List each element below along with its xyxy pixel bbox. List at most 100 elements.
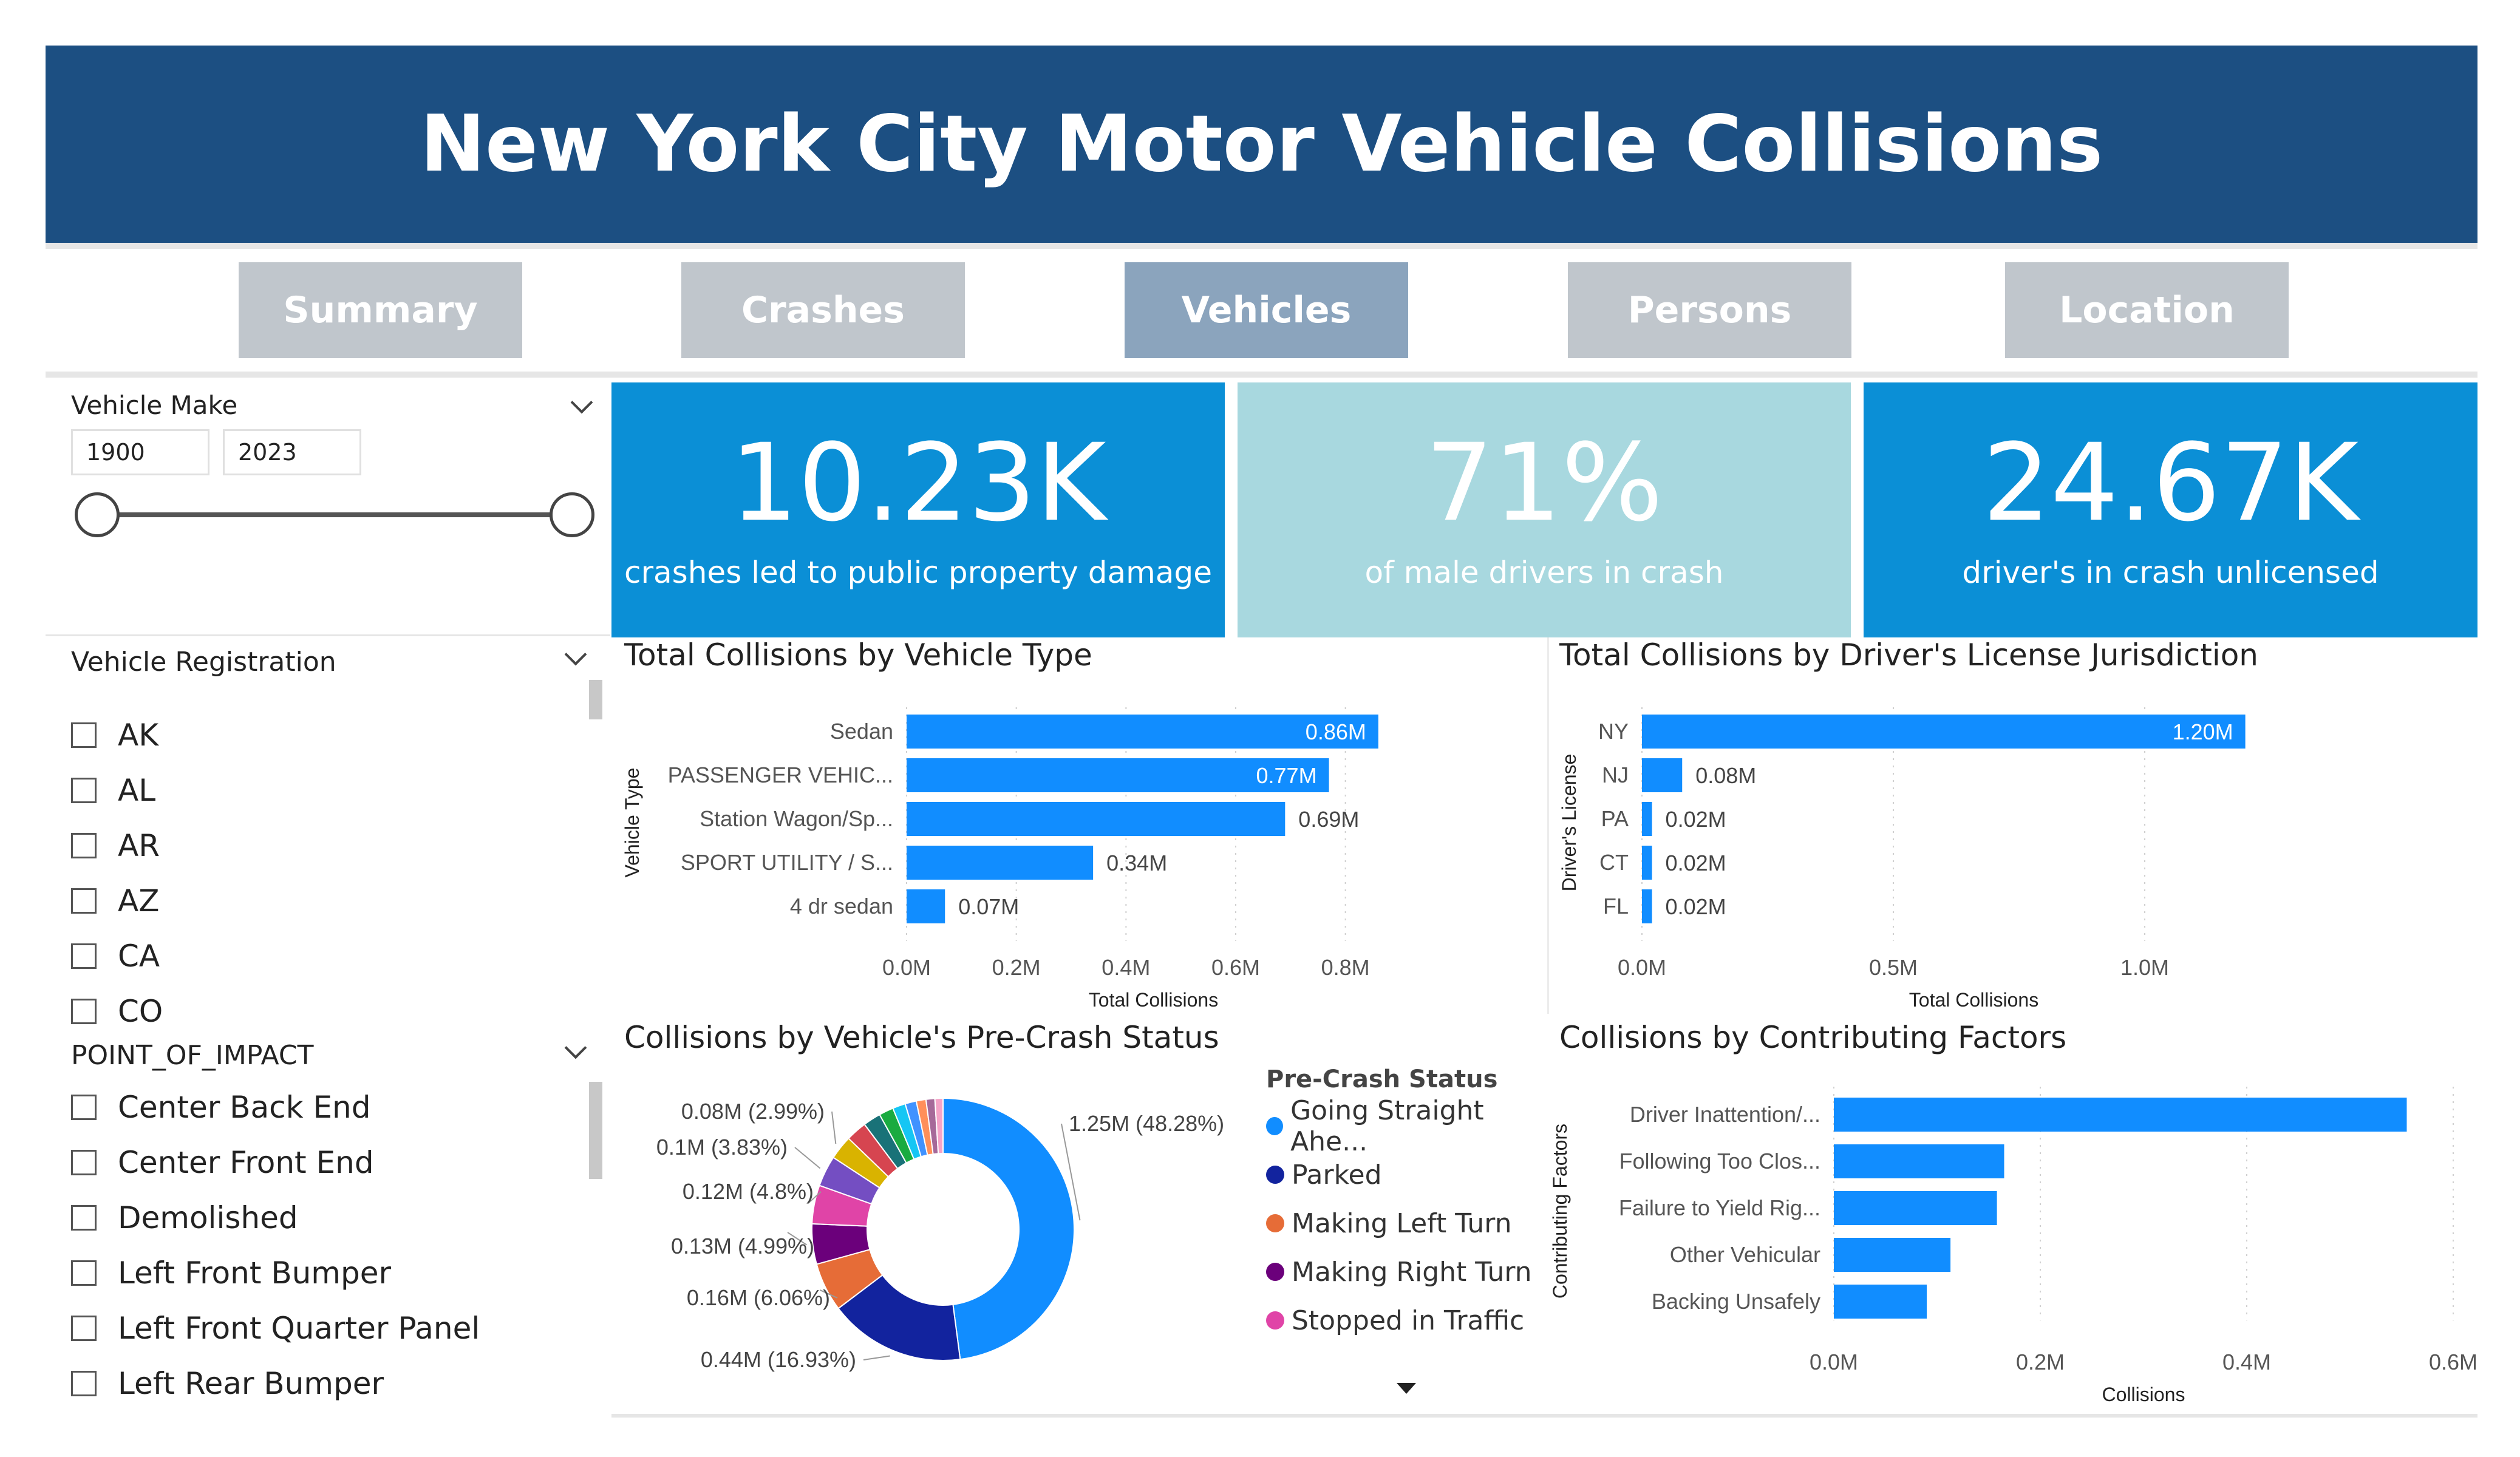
legend-swatch: [1266, 1311, 1284, 1330]
registration-option[interactable]: AZ: [71, 873, 163, 928]
kpi-label: of male drivers in crash: [1364, 555, 1724, 590]
kpi-card-unlicensed: 24.67K driver's in crash unlicensed: [1864, 382, 2477, 637]
x-tick-label: 0.0M: [882, 955, 931, 980]
checkbox[interactable]: [71, 1094, 97, 1120]
checkbox[interactable]: [71, 1315, 97, 1341]
leader-line: [819, 1289, 838, 1299]
bar: [907, 846, 1094, 880]
x-tick-label: 0.4M: [2222, 1350, 2271, 1374]
registration-option[interactable]: AR: [71, 818, 163, 873]
checkbox[interactable]: [71, 943, 97, 969]
year-from-input[interactable]: 1900: [71, 429, 209, 475]
checkbox[interactable]: [71, 1260, 97, 1286]
charts-panel: [611, 634, 2477, 1418]
registration-option[interactable]: AL: [71, 762, 163, 818]
checkbox[interactable]: [71, 998, 97, 1024]
legend-scroll-down-icon[interactable]: [1397, 1383, 1416, 1394]
impact-option[interactable]: Center Back End: [71, 1079, 480, 1135]
x-tick-label: 0.0M: [1810, 1350, 1858, 1374]
x-tick-label: 0.5M: [1869, 955, 1918, 980]
registration-option[interactable]: CA: [71, 928, 163, 983]
chart-title-pre-crash: Collisions by Vehicle's Pre-Crash Status: [624, 1020, 1219, 1055]
category-label: Station Wagon/Sp...: [700, 806, 893, 831]
y-axis-title: Driver's License: [1558, 754, 1580, 892]
bar: [1642, 758, 1683, 792]
category-label: 4 dr sedan: [790, 894, 893, 919]
nav-vehicles-button[interactable]: Vehicles: [1125, 262, 1408, 358]
legend-title: Pre-Crash Status: [1266, 1065, 1498, 1093]
impact-list: Center Back End Center Front End Demolis…: [71, 1079, 480, 1411]
vehicle-registration-slicer: Vehicle Registration AK AL AR AZ CA CO: [46, 634, 610, 1029]
title-divider: [46, 243, 2477, 249]
registration-option-label: AK: [118, 717, 158, 753]
checkbox[interactable]: [71, 777, 97, 803]
checkbox[interactable]: [71, 1149, 97, 1175]
leader-line: [863, 1355, 890, 1360]
leader-line: [831, 1111, 837, 1144]
nav-crashes-button[interactable]: Crashes: [681, 262, 965, 358]
legend-item[interactable]: Making Left Turn: [1266, 1199, 1551, 1248]
nav-summary-button[interactable]: Summary: [239, 262, 522, 358]
bar: [1642, 846, 1652, 880]
slider-track: [99, 512, 567, 517]
bar: [907, 715, 1378, 749]
x-axis-title: Total Collisions: [1089, 989, 1218, 1011]
pre-crash-donut-chart: 1.25M (48.28%) 0.44M (16.93%) 0.16M (6.06%…: [656, 1097, 1224, 1372]
impact-option-label: Left Rear Bumper: [118, 1365, 384, 1401]
chevron-down-icon[interactable]: [570, 391, 593, 414]
contributing-factors-chart: 0.0M 0.2M 0.4M 0.6M Collisions Contributing F…: [1549, 1087, 2477, 1405]
bar: [1834, 1144, 2004, 1178]
x-tick-label: 0.6M: [2429, 1350, 2477, 1374]
registration-scrollbar[interactable]: [589, 680, 602, 719]
registration-option-label: CA: [118, 938, 160, 974]
year-to-input[interactable]: 2023: [223, 429, 361, 475]
kpi-card-property-damage: 10.23K crashes led to public property da…: [611, 382, 1225, 637]
x-tick-label: 1.0M: [2120, 955, 2169, 980]
checkbox[interactable]: [71, 832, 97, 858]
legend-item[interactable]: Making Right Turn: [1266, 1248, 1551, 1296]
legend-item[interactable]: Stopped in Traffic: [1266, 1296, 1551, 1345]
slider-end-handle[interactable]: [550, 492, 594, 537]
nav-location-button[interactable]: Location: [2005, 262, 2289, 358]
kpi-value: 10.23K: [730, 421, 1106, 545]
checkbox[interactable]: [71, 722, 97, 748]
legend-item[interactable]: Going Straight Ahe...: [1266, 1095, 1551, 1157]
data-label: 0.07M: [958, 894, 1019, 919]
impact-option-label: Center Front End: [118, 1144, 374, 1180]
x-axis-title: Total Collisions: [1909, 989, 2038, 1011]
registration-option[interactable]: AK: [71, 707, 163, 762]
legend-swatch: [1266, 1214, 1284, 1232]
checkbox[interactable]: [71, 1370, 97, 1396]
registration-list: AK AL AR AZ CA CO: [71, 707, 163, 1039]
impact-option-label: Left Front Quarter Panel: [118, 1310, 480, 1346]
impact-option[interactable]: Left Front Bumper: [71, 1245, 480, 1300]
pre-crash-legend: Pre-Crash Status Going Straight Ahe... Pa…: [1266, 1065, 1551, 1345]
y-axis-title: Contributing Factors: [1549, 1124, 1571, 1299]
category-label: NY: [1598, 719, 1629, 744]
chevron-down-icon[interactable]: [564, 643, 587, 666]
impact-option[interactable]: Left Rear Bumper: [71, 1356, 480, 1411]
impact-option-label: Demolished: [118, 1200, 298, 1235]
x-axis-title: Collisions: [2102, 1384, 2185, 1405]
slider-start-handle[interactable]: [75, 492, 120, 537]
data-label: 0.08M: [1695, 763, 1756, 788]
checkbox[interactable]: [71, 1204, 97, 1231]
impact-option[interactable]: Demolished: [71, 1190, 480, 1245]
data-label: 1.20M: [2173, 719, 2233, 744]
legend-item[interactable]: Parked: [1266, 1150, 1551, 1199]
legend-swatch: [1266, 1263, 1284, 1281]
impact-option[interactable]: Center Front End: [71, 1135, 480, 1190]
title-bar: New York City Motor Vehicle Collisions: [46, 46, 2477, 243]
chart-divider: [1547, 637, 1549, 1014]
chevron-down-icon[interactable]: [564, 1036, 587, 1059]
slice-label: 0.12M (4.8%): [683, 1179, 814, 1204]
registration-option[interactable]: CO: [71, 983, 163, 1039]
checkbox[interactable]: [71, 888, 97, 914]
impact-option[interactable]: Left Front Quarter Panel: [71, 1300, 480, 1356]
bar: [1642, 889, 1652, 923]
leader-line: [787, 1232, 808, 1246]
registration-option-label: AR: [118, 827, 160, 863]
nav-persons-button[interactable]: Persons: [1568, 262, 1851, 358]
impact-scrollbar[interactable]: [589, 1082, 602, 1179]
slicer-divider: [46, 634, 610, 636]
